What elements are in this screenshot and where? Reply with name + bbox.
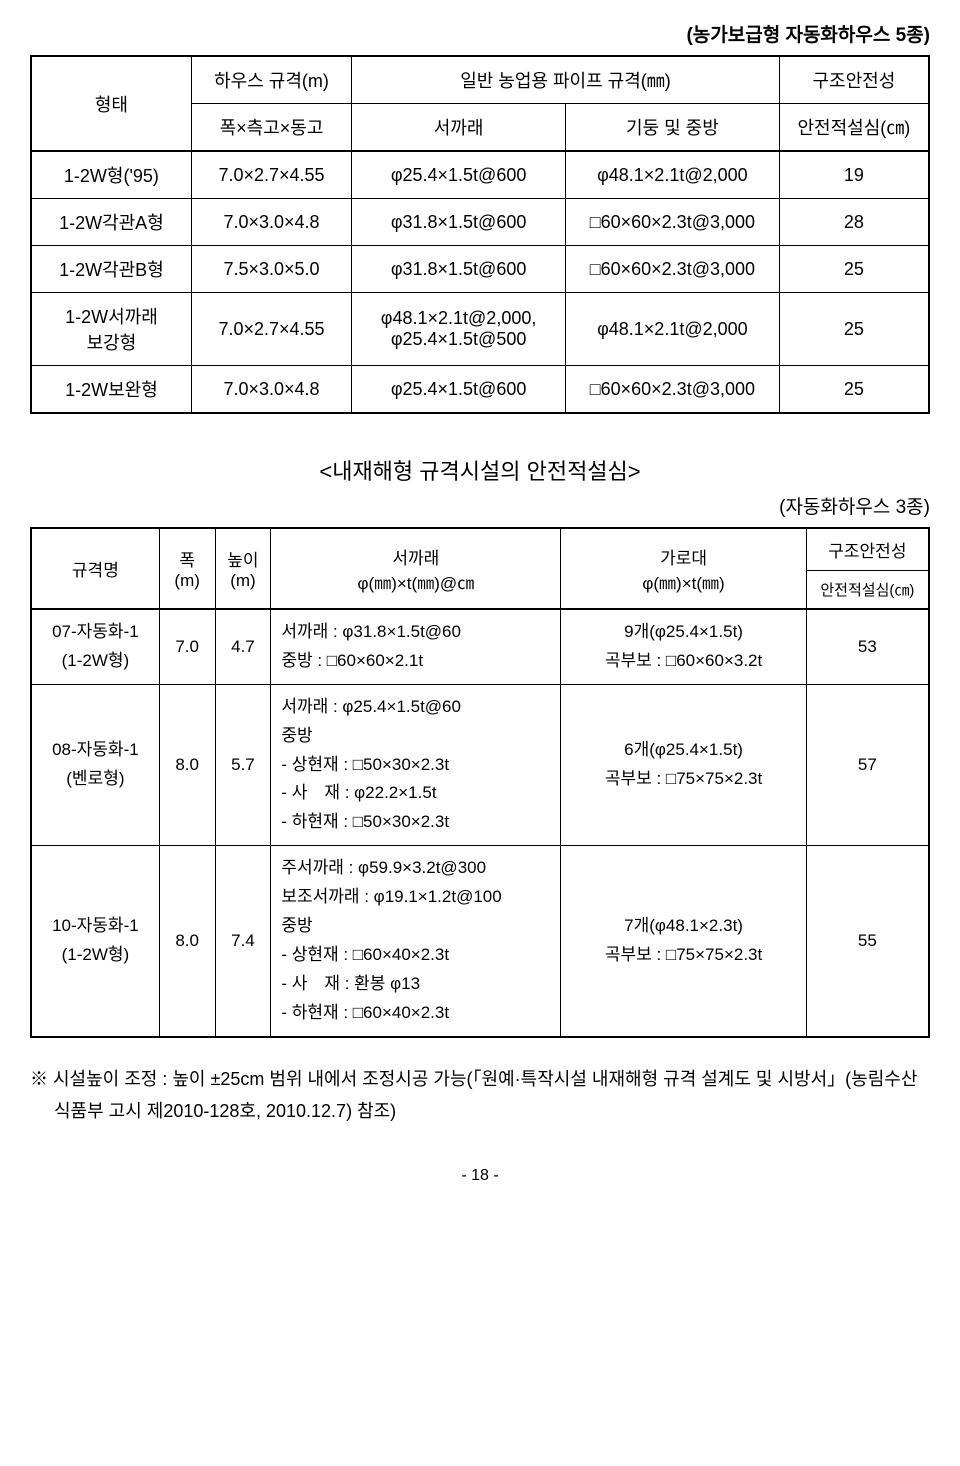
cell-name: 10-자동화-1(1-2W형) — [31, 846, 159, 1037]
cell-col: φ48.1×2.1t@2,000 — [565, 293, 779, 366]
cell-rafter: 서까래 : φ25.4×1.5t@60중방- 상현재 : □50×30×2.3t… — [271, 684, 561, 845]
cell-cross: 7개(φ48.1×2.3t)곡부보 : □75×75×2.3t — [561, 846, 806, 1037]
cell-safety: 28 — [779, 199, 929, 246]
cell-type: 1-2W서까래보강형 — [31, 293, 191, 366]
cell-height: 5.7 — [215, 684, 271, 845]
table-row: 1-2W보완형7.0×3.0×4.8φ25.4×1.5t@600□60×60×2… — [31, 366, 929, 414]
cell-cross: 9개(φ25.4×1.5t)곡부보 : □60×60×3.2t — [561, 609, 806, 684]
table-row: 1-2W각관B형7.5×3.0×5.0φ31.8×1.5t@600□60×60×… — [31, 246, 929, 293]
cell-type: 1-2W보완형 — [31, 366, 191, 414]
th-size-main: 하우스 규격(m) — [191, 56, 351, 104]
cell-cross: 6개(φ25.4×1.5t)곡부보 : □75×75×2.3t — [561, 684, 806, 845]
top-caption: (농가보급형 자동화하우스 5종) — [30, 20, 930, 47]
table-row: 1-2W각관A형7.0×3.0×4.8φ31.8×1.5t@600□60×60×… — [31, 199, 929, 246]
cell-height: 4.7 — [215, 609, 271, 684]
cell-col: □60×60×2.3t@3,000 — [565, 366, 779, 414]
table-row: 08-자동화-1(벤로형)8.05.7서까래 : φ25.4×1.5t@60중방… — [31, 684, 929, 845]
cell-rafter: 주서까래 : φ59.9×3.2t@300보조서까래 : φ19.1×1.2t@… — [271, 846, 561, 1037]
page-number: - 18 - — [30, 1167, 930, 1185]
cell-name: 08-자동화-1(벤로형) — [31, 684, 159, 845]
cell-safety: 57 — [806, 684, 929, 845]
cell-width: 7.0 — [159, 609, 215, 684]
th2-height: 높이(m) — [215, 528, 271, 609]
cell-size: 7.0×2.7×4.55 — [191, 293, 351, 366]
table-row: 1-2W서까래보강형7.0×2.7×4.55φ48.1×2.1t@2,000,φ… — [31, 293, 929, 366]
th-pipe-main: 일반 농업용 파이프 규격(㎜) — [352, 56, 780, 104]
table-row: 07-자동화-1(1-2W형)7.04.7서까래 : φ31.8×1.5t@60… — [31, 609, 929, 684]
cell-safety: 25 — [779, 366, 929, 414]
th-pipe-sub1: 서까래 — [352, 104, 566, 152]
cell-type: 1-2W형('95) — [31, 151, 191, 199]
cell-safety: 25 — [779, 293, 929, 366]
th-pipe-sub2: 기둥 및 중방 — [565, 104, 779, 152]
cell-col: φ48.1×2.1t@2,000 — [565, 151, 779, 199]
subtitle: <내재해형 규격시설의 안전적설심> — [30, 454, 930, 486]
footnote: ※ 시설높이 조정 : 높이 ±25cm 범위 내에서 조정시공 가능(「원예·… — [30, 1063, 930, 1128]
th-type: 형태 — [31, 56, 191, 151]
cell-safety: 55 — [806, 846, 929, 1037]
cell-safety: 53 — [806, 609, 929, 684]
th2-safety-main: 구조안전성 — [806, 528, 929, 571]
cell-rafter: φ31.8×1.5t@600 — [352, 199, 566, 246]
th2-rafter: 서까래φ(㎜)×t(㎜)@㎝ — [271, 528, 561, 609]
cell-size: 7.0×2.7×4.55 — [191, 151, 351, 199]
cell-rafter: 서까래 : φ31.8×1.5t@60중방 : □60×60×2.1t — [271, 609, 561, 684]
cell-rafter: φ25.4×1.5t@600 — [352, 366, 566, 414]
cell-rafter: φ31.8×1.5t@600 — [352, 246, 566, 293]
table-row: 1-2W형('95)7.0×2.7×4.55φ25.4×1.5t@600φ48.… — [31, 151, 929, 199]
cell-col: □60×60×2.3t@3,000 — [565, 199, 779, 246]
th2-width: 폭(m) — [159, 528, 215, 609]
th-safety-main: 구조안전성 — [779, 56, 929, 104]
cell-col: □60×60×2.3t@3,000 — [565, 246, 779, 293]
cell-width: 8.0 — [159, 684, 215, 845]
cell-name: 07-자동화-1(1-2W형) — [31, 609, 159, 684]
subtitle-right: (자동화하우스 3종) — [30, 492, 930, 519]
table-row: 10-자동화-1(1-2W형)8.07.4주서까래 : φ59.9×3.2t@3… — [31, 846, 929, 1037]
table-disaster-specs: 규격명 폭(m) 높이(m) 서까래φ(㎜)×t(㎜)@㎝ 가로대φ(㎜)×t(… — [30, 527, 930, 1038]
cell-size: 7.0×3.0×4.8 — [191, 366, 351, 414]
cell-safety: 25 — [779, 246, 929, 293]
th2-name: 규격명 — [31, 528, 159, 609]
cell-safety: 19 — [779, 151, 929, 199]
cell-rafter: φ25.4×1.5t@600 — [352, 151, 566, 199]
table-house-specs: 형태 하우스 규격(m) 일반 농업용 파이프 규격(㎜) 구조안전성 폭×측고… — [30, 55, 930, 414]
th2-cross: 가로대φ(㎜)×t(㎜) — [561, 528, 806, 609]
cell-rafter: φ48.1×2.1t@2,000,φ25.4×1.5t@500 — [352, 293, 566, 366]
cell-type: 1-2W각관A형 — [31, 199, 191, 246]
cell-size: 7.5×3.0×5.0 — [191, 246, 351, 293]
th-size-sub: 폭×측고×동고 — [191, 104, 351, 152]
cell-width: 8.0 — [159, 846, 215, 1037]
cell-height: 7.4 — [215, 846, 271, 1037]
th-safety-sub: 안전적설심(㎝) — [779, 104, 929, 152]
cell-size: 7.0×3.0×4.8 — [191, 199, 351, 246]
th2-safety-sub: 안전적설심(㎝) — [806, 571, 929, 610]
cell-type: 1-2W각관B형 — [31, 246, 191, 293]
